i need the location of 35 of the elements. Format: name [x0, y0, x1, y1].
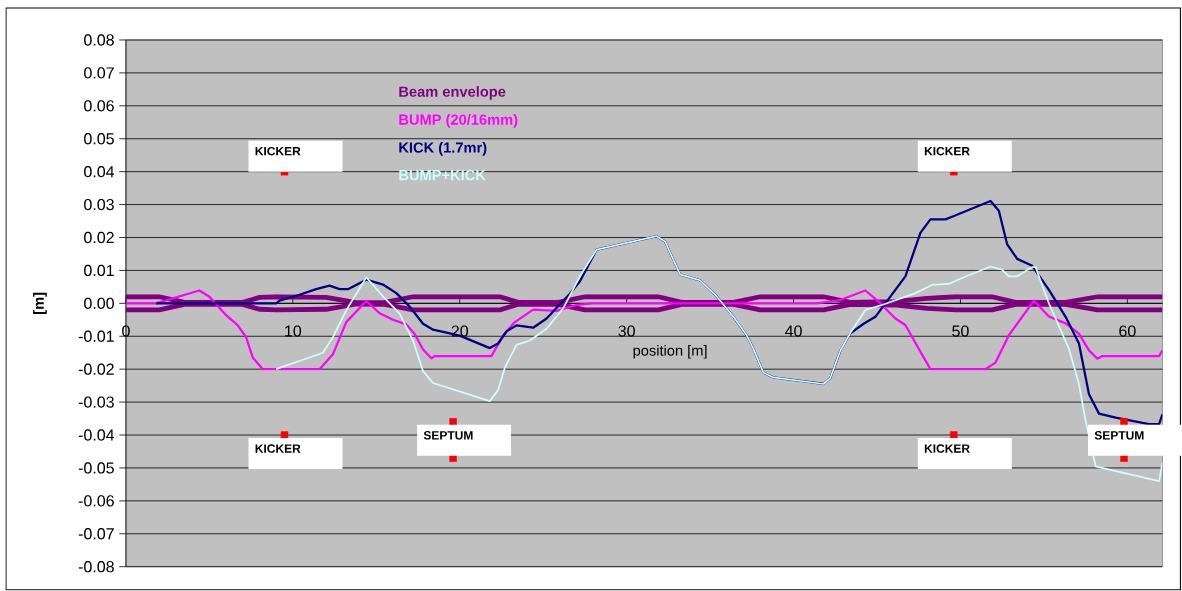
y-tick-label: 0.00 [84, 297, 114, 310]
y-tick-label: -0.07 [78, 528, 114, 540]
y-tick-label: 0.06 [84, 100, 114, 112]
annotation: KICKER [255, 147, 301, 156]
text: BUMP (20/16mm) [399, 114, 518, 128]
y-tick-label: -0.08 [78, 561, 114, 573]
y-tick-label: 0.05 [84, 133, 114, 145]
y-tick-label: 0.08 [84, 34, 114, 46]
y-tick-label: 0.04 [84, 166, 115, 178]
y-tick-label: 0.01 [84, 264, 114, 277]
text: Beam envelope [399, 86, 506, 100]
x-tick-label: 30 [618, 325, 635, 337]
annotation: KICKER [255, 444, 301, 453]
x-tick-label: 40 [785, 325, 802, 337]
annotation: KICKER [924, 444, 970, 453]
text: KICK (1.7mr) [399, 142, 487, 156]
x-tick-label: 0 [122, 325, 130, 337]
x-tick-label: 10 [285, 325, 302, 337]
y-tick-label: 0.03 [84, 199, 114, 211]
y-axis-title: [m] [33, 292, 47, 315]
y-tick-label: -0.06 [78, 495, 114, 507]
y-tick-label: -0.03 [78, 396, 114, 408]
annotation: SEPTUM [1094, 431, 1144, 440]
y-tick-label: -0.04 [78, 429, 115, 441]
annotation: KICKER [924, 147, 970, 156]
x-axis-title: position [m] [633, 345, 707, 359]
y-tick-label: -0.02 [78, 363, 114, 375]
text: BUMP+KICK [399, 170, 486, 181]
x-tick-label: 50 [952, 325, 969, 337]
y-tick-label: 0.02 [84, 232, 114, 244]
annotation: SEPTUM [423, 431, 473, 440]
y-tick-label: 0.07 [84, 67, 114, 79]
x-tick-label: 60 [1119, 325, 1136, 337]
y-tick-label: -0.05 [78, 462, 114, 474]
y-tick-label: -0.01 [78, 330, 114, 343]
